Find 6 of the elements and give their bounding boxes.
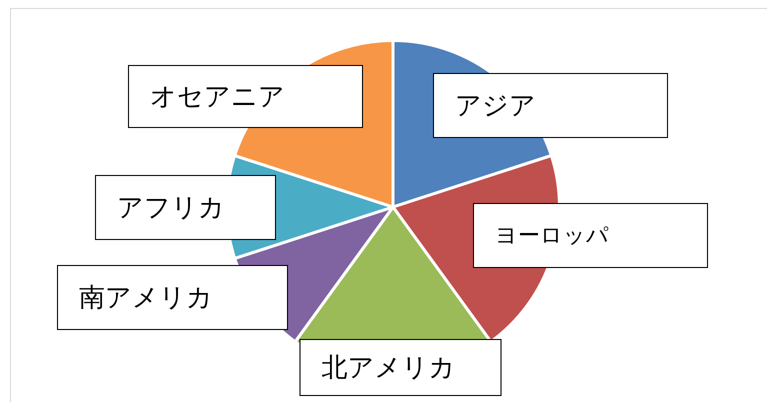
slice-label: 北アメリカ [322, 352, 456, 383]
slice-label: アフリカ [117, 192, 225, 223]
slice-label: ヨーロッパ [495, 224, 609, 249]
slice-label: 南アメリカ [79, 282, 213, 313]
slice-label: オセアニア [150, 82, 285, 112]
slice-label: アジア [455, 90, 536, 121]
